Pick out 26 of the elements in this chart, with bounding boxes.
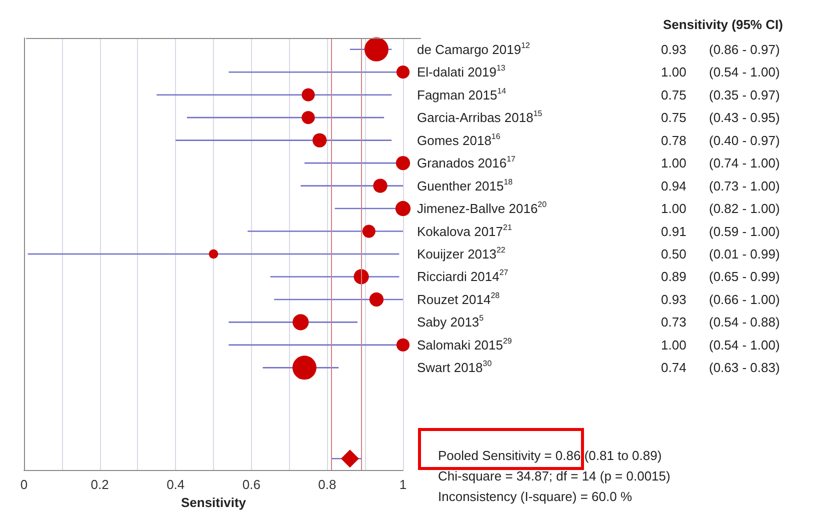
text: Sensitivity (95% CI) — [663, 17, 783, 32]
text: 0.78 (0.40 - 0.97) — [661, 132, 780, 148]
text: Inconsistency (I-square) = 60.0 % — [438, 489, 632, 504]
text: 0.75 (0.35 - 0.97) — [661, 87, 780, 102]
x-tick-label: 0.4 — [166, 477, 185, 492]
x-tick-label: 0 — [20, 477, 28, 492]
text: 0.94 (0.73 - 1.00) — [661, 178, 780, 194]
text: 0.75 (0.43 - 0.95) — [661, 110, 780, 126]
text: Pooled Sensitivity = 0.86 (0.81 to 0.89) — [438, 448, 662, 463]
x-tick-label: 0.8 — [318, 477, 336, 492]
text: 0.91 (0.59 - 1.00) — [661, 224, 780, 239]
text: 0.89 (0.65 - 0.99) — [661, 269, 780, 284]
text: 0.50 (0.01 - 0.99) — [661, 246, 780, 262]
x-tick-label: 0.2 — [90, 477, 109, 492]
text: 1.00 (0.54 - 1.00) — [661, 64, 780, 80]
text: 0.93 (0.86 - 0.97) — [661, 42, 780, 57]
x-tick-label: 0.6 — [242, 477, 260, 492]
text: 0.74 (0.63 - 0.83) — [661, 360, 780, 376]
x-axis-title: Sensitivity — [180, 494, 247, 510]
text: 0.93 (0.66 - 1.00) — [661, 292, 780, 307]
text: 0.73 (0.54 - 0.88) — [661, 314, 780, 330]
text: 1.00 (0.74 - 1.00) — [661, 156, 780, 171]
x-tick-label: 1 — [399, 477, 407, 492]
text: 1.00 (0.82 - 1.00) — [661, 201, 780, 216]
text: Chi-square = 34.87; df = 14 (p = 0.0015) — [438, 468, 670, 484]
text: 1.00 (0.54 - 1.00) — [661, 337, 780, 352]
